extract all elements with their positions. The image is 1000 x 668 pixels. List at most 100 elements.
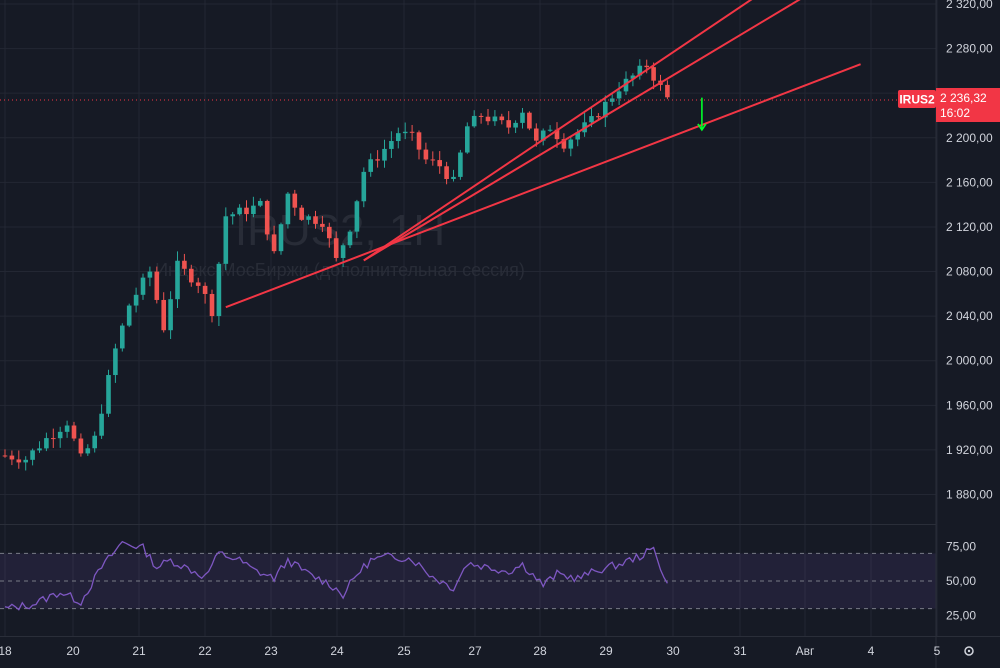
candle (430, 159, 436, 161)
candle (216, 263, 222, 317)
price-tick-label: 1 880,00 (946, 488, 993, 502)
time-axis[interactable]: 18 20 21 22 23 24 25 27 28 29 30 31 Авг 4 5 (0, 636, 1000, 659)
candle (630, 75, 636, 79)
candle (389, 141, 394, 149)
candle (161, 299, 166, 331)
grid (0, 0, 938, 636)
candle (651, 67, 656, 81)
price-tick-label: 2 040,00 (946, 309, 993, 323)
candle (575, 132, 580, 140)
time-tick-label: 28 (533, 644, 547, 658)
time-tick-label: 30 (666, 644, 680, 658)
candle (437, 160, 442, 167)
candle (396, 133, 401, 142)
candle (368, 159, 373, 172)
candle (409, 131, 415, 133)
candle (616, 91, 622, 99)
symbol-tag (898, 90, 936, 108)
candle (209, 293, 215, 317)
time-tick-label: 18 (0, 644, 12, 658)
watermark: IRUS2, 1H Индекс МосБиржи (дополнительна… (155, 206, 525, 280)
time-tick-label: 20 (66, 644, 80, 658)
countdown-label: 16:02 (940, 106, 970, 120)
candle (230, 214, 235, 217)
candle (92, 435, 97, 449)
candle (451, 176, 456, 180)
watermark-symbol: IRUS2, 1H (235, 206, 445, 255)
candle (589, 116, 594, 123)
candle (375, 159, 380, 161)
candle (320, 223, 325, 227)
candle (175, 260, 180, 300)
candle (623, 78, 629, 92)
price-tick-label: 1 920,00 (946, 443, 993, 457)
time-tick-label: 31 (733, 644, 747, 658)
time-tick-label: 29 (599, 644, 613, 658)
candle (85, 448, 91, 454)
candle (264, 200, 270, 235)
candle (182, 260, 187, 269)
trendline[interactable] (225, 63, 861, 309)
candle (106, 375, 111, 414)
candle (306, 216, 311, 220)
candle (51, 438, 56, 440)
candle (285, 193, 291, 225)
candle (30, 450, 35, 460)
watermark-subtitle: Индекс МосБиржи (дополнительная сессия) (155, 260, 525, 280)
candle (37, 448, 42, 451)
candle (444, 166, 449, 179)
candle (64, 425, 70, 432)
candle (665, 84, 670, 98)
candle (16, 459, 22, 463)
price-tick-label: 2 080,00 (946, 265, 993, 279)
trendline-drawings[interactable] (225, 0, 861, 309)
candle (547, 129, 553, 131)
down-arrow-head (697, 123, 707, 132)
price-tick-label: 2 280,00 (946, 42, 993, 56)
candle (195, 282, 201, 286)
time-tick-label: 27 (468, 644, 482, 658)
candle (554, 129, 560, 140)
last-price-label: 2 236,32 (940, 91, 987, 105)
candle (2, 455, 8, 457)
candle (561, 139, 567, 149)
candle (202, 285, 208, 294)
price-tick-label: 2 320,00 (946, 0, 993, 11)
price-tick-label: 2 000,00 (946, 354, 993, 368)
candle (603, 101, 608, 118)
candle (596, 116, 601, 118)
candle (423, 149, 429, 160)
time-tick-label: 4 (868, 644, 875, 658)
candle (299, 207, 304, 220)
candle (478, 115, 484, 117)
candle (237, 207, 242, 215)
time-tick-label: 5 (934, 644, 941, 658)
price-tags: IRUS2 2 236,32 16:02 (898, 88, 1000, 122)
time-tick-label: Авг (796, 644, 815, 658)
candle (120, 325, 125, 349)
candle (402, 131, 408, 134)
candle (292, 193, 298, 208)
price-tick-label: 2 200,00 (946, 131, 993, 145)
candle (513, 122, 518, 128)
symbol-tag-label: IRUS2 (899, 93, 935, 107)
candle (313, 216, 318, 224)
candle (485, 116, 491, 122)
last-price-tag (936, 88, 1000, 122)
candle (251, 205, 256, 215)
candle (244, 207, 249, 215)
candle (492, 116, 498, 122)
trendline[interactable] (363, 0, 778, 262)
trendline[interactable] (363, 0, 833, 262)
candle (499, 116, 505, 121)
candle (147, 271, 153, 278)
time-tick-label: 24 (330, 644, 344, 658)
candle (458, 152, 463, 177)
candle (382, 148, 387, 161)
candle (568, 139, 574, 149)
price-tick-label: 2 160,00 (946, 175, 993, 189)
settings-icon[interactable] (964, 646, 974, 656)
candle (71, 425, 77, 439)
